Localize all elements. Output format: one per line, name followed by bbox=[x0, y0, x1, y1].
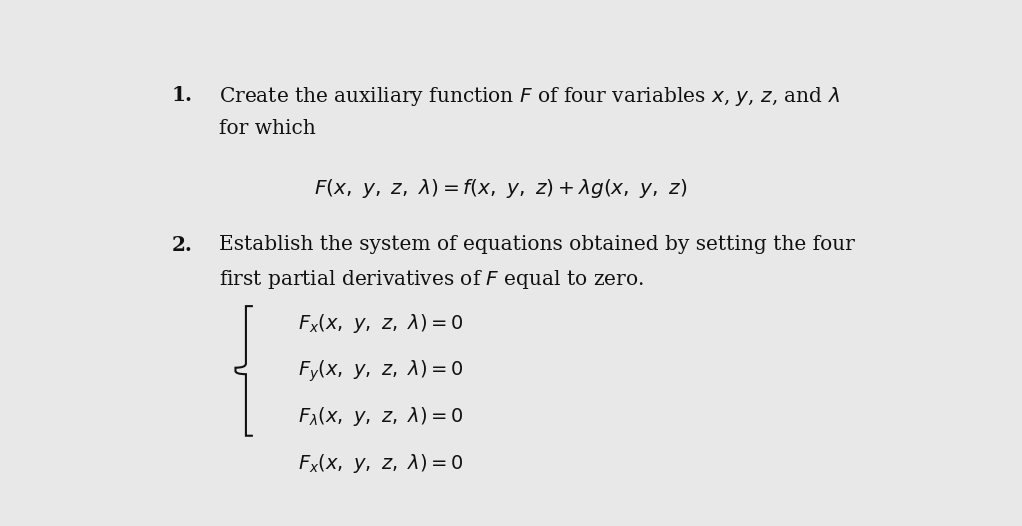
Text: Establish the system of equations obtained by setting the four: Establish the system of equations obtain… bbox=[219, 235, 854, 254]
Text: $F_y(x,\ y,\ z,\ \lambda) = 0$: $F_y(x,\ y,\ z,\ \lambda) = 0$ bbox=[298, 359, 464, 385]
Text: $F_x(x,\ y,\ z,\ \lambda) = 0$: $F_x(x,\ y,\ z,\ \lambda) = 0$ bbox=[298, 312, 464, 335]
Text: $F_x(x,\ y,\ z,\ \lambda) = 0$: $F_x(x,\ y,\ z,\ \lambda) = 0$ bbox=[298, 452, 464, 475]
Text: first partial derivatives of $F$ equal to zero.: first partial derivatives of $F$ equal t… bbox=[219, 268, 644, 291]
Text: $F_{\lambda}(x,\ y,\ z,\ \lambda) = 0$: $F_{\lambda}(x,\ y,\ z,\ \lambda) = 0$ bbox=[298, 406, 464, 428]
Text: 1.: 1. bbox=[172, 85, 192, 105]
Text: $F(x,\ y,\ z,\ \lambda) = f(x,\ y,\ z) + \lambda g(x,\ y,\ z)$: $F(x,\ y,\ z,\ \lambda) = f(x,\ y,\ z) +… bbox=[314, 177, 687, 199]
Text: 2.: 2. bbox=[172, 235, 192, 255]
Text: for which: for which bbox=[219, 118, 316, 138]
Text: Create the auxiliary function $F$ of four variables $x$, $y$, $z$, and $\lambda$: Create the auxiliary function $F$ of fou… bbox=[219, 85, 840, 108]
